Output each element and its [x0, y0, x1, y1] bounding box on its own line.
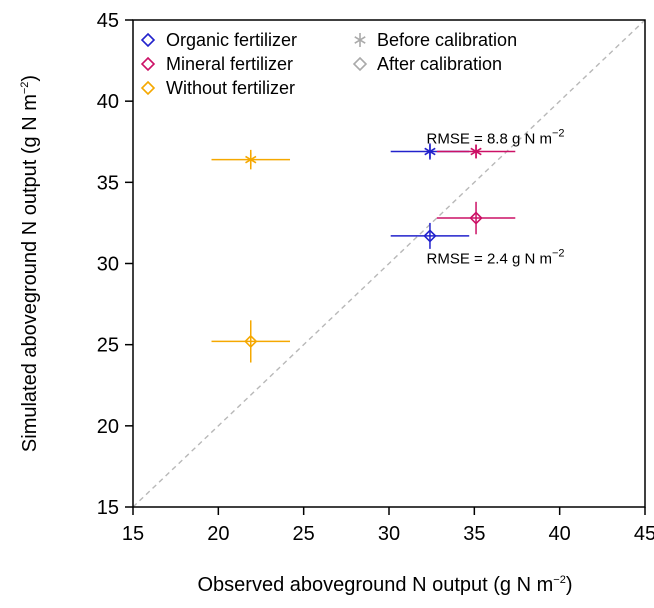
- y-tick-label: 25: [97, 335, 119, 357]
- y-tick-label: 40: [97, 91, 119, 113]
- x-tick-label: 40: [549, 523, 571, 545]
- y-tick-label: 20: [97, 416, 119, 438]
- annotations: RMSE = 8.8 g N m−2 RMSE = 2.4 g N m−2: [427, 127, 565, 267]
- y-axis-label: Simulated aboveground N output (g N m−2): [19, 75, 41, 452]
- before-calibration-point: [424, 144, 436, 159]
- y-tick-label: 45: [97, 10, 119, 32]
- rmse-annotation: RMSE = 8.8 g N m−2: [427, 127, 565, 147]
- legend-label: Organic fertilizer: [166, 30, 297, 50]
- legend-label: Before calibration: [377, 30, 517, 50]
- data-markers: [244, 144, 483, 349]
- legend-diamond-icon: [140, 80, 156, 96]
- y-axis: 15 20 25 30 35 40 45: [97, 10, 133, 519]
- x-tick-label: 25: [293, 523, 315, 545]
- rmse-annotation: RMSE = 2.4 g N m−2: [427, 248, 565, 268]
- legend-label: After calibration: [377, 54, 502, 74]
- x-tick-label: 30: [378, 523, 400, 545]
- after-calibration-point: [423, 229, 437, 243]
- legend-diamond-icon: [140, 32, 156, 48]
- one-to-one-line: [132, 19, 646, 508]
- y-tick-label: 15: [97, 497, 119, 519]
- x-axis: 15 20 25 30 35 40 45: [122, 507, 654, 545]
- after-calibration-point: [469, 211, 483, 225]
- before-calibration-point: [470, 144, 482, 159]
- x-tick-label: 35: [463, 523, 485, 545]
- after-calibration-point: [244, 334, 258, 349]
- y-tick-label: 35: [97, 172, 119, 194]
- x-tick-label: 20: [207, 523, 229, 545]
- legend-diamond-icon: [140, 56, 156, 72]
- legend-asterisk-icon: [354, 33, 366, 47]
- one-to-one-dashed-line: [132, 19, 646, 508]
- legend-label: Without fertilizer: [166, 78, 295, 98]
- x-tick-label: 45: [634, 523, 654, 545]
- x-axis-label: Observed aboveground N output (g N m−2): [198, 574, 573, 596]
- y-tick-label: 30: [97, 254, 119, 276]
- legend-diamond-icon: [352, 56, 368, 72]
- legend-label: Mineral fertilizer: [166, 54, 293, 74]
- before-calibration-point: [245, 152, 257, 167]
- legend: Organic fertilizer Mineral fertilizer With…: [140, 30, 517, 98]
- x-tick-label: 15: [122, 523, 144, 545]
